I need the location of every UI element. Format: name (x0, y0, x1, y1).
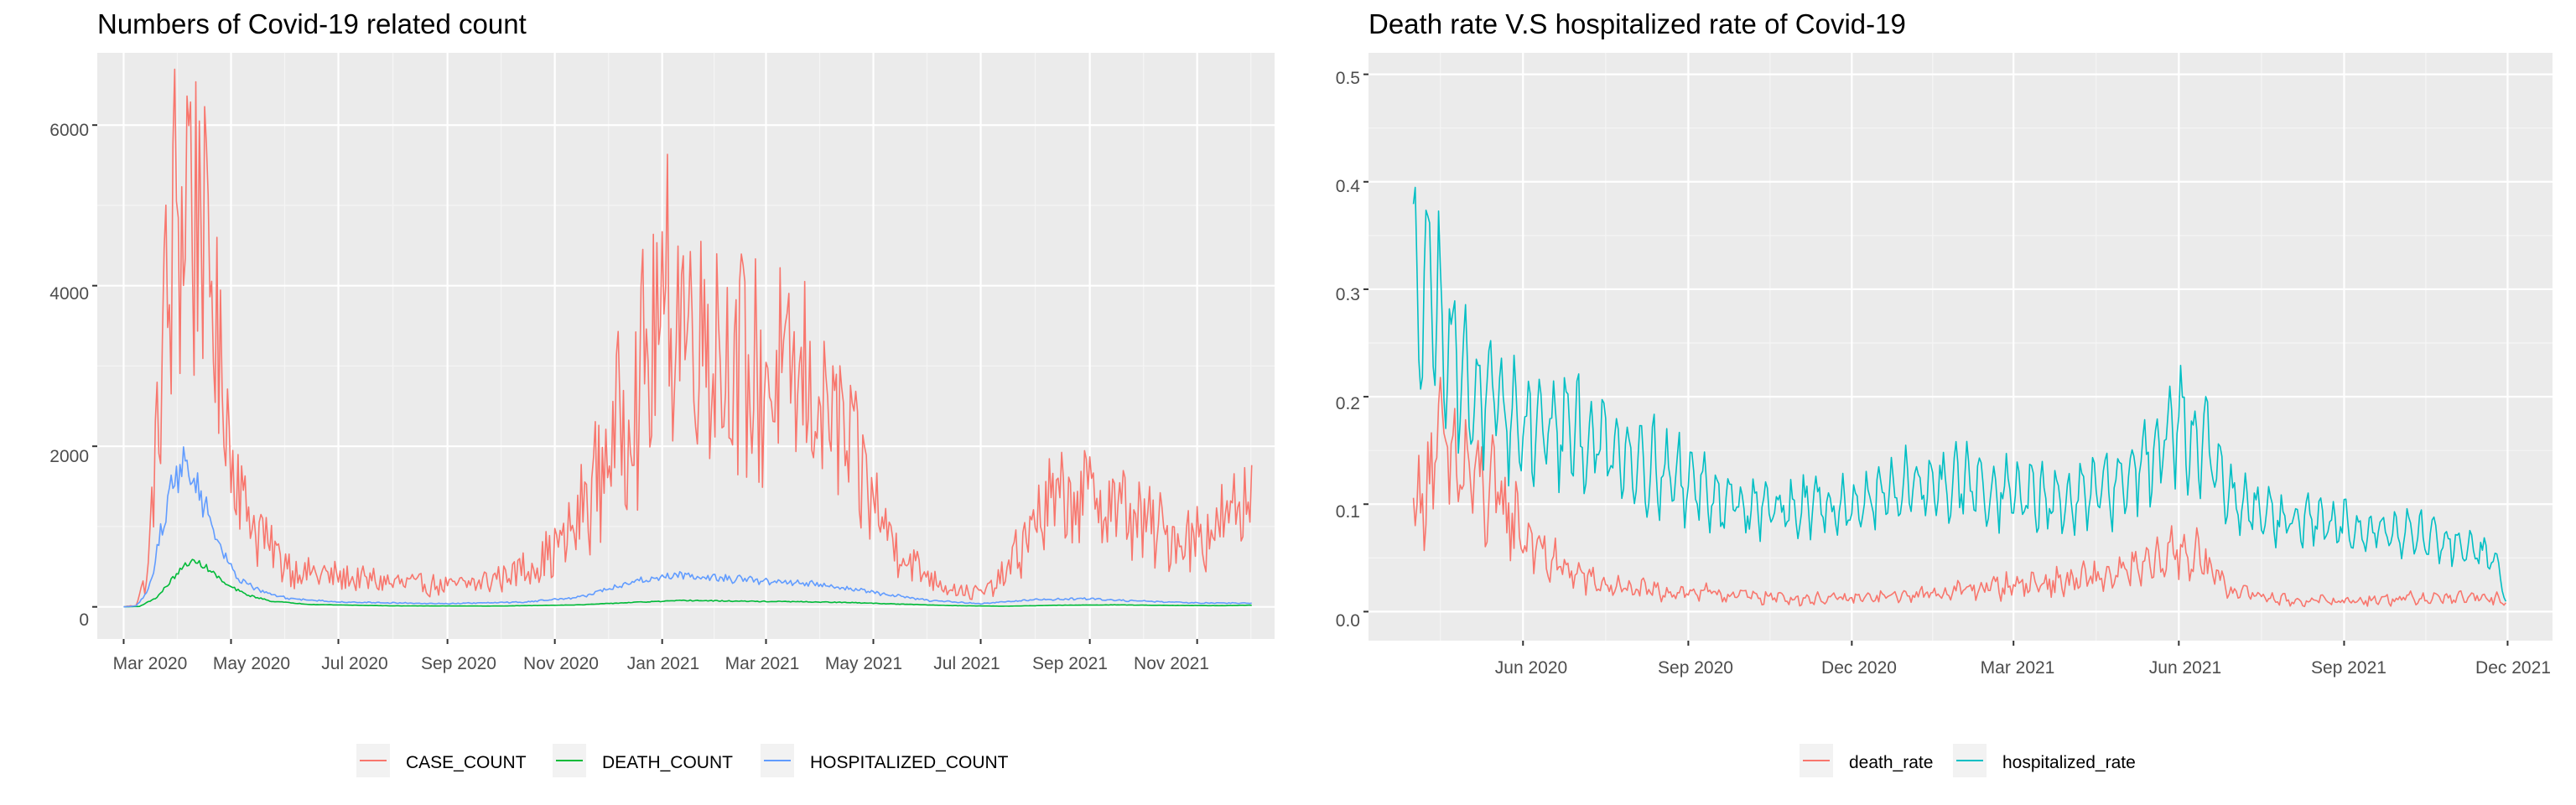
chart1-ytick-label-3: 6000 (49, 121, 89, 140)
chart1-series-hospitalized-count-line (123, 446, 1252, 608)
chart1-title: Numbers of Covid-19 related count (97, 8, 527, 39)
chart1-xtick-label-2: Jul 2020 (321, 654, 387, 673)
chart1-xtick-label-3: Sep 2020 (421, 654, 496, 673)
chart2-ytick-label-2: 0.2 (1336, 394, 1360, 413)
chart1-plot (92, 53, 1275, 777)
chart2-ytick-label-5: 0.5 (1336, 69, 1360, 88)
chart2-xtick-label-2: Dec 2020 (1821, 658, 1897, 678)
chart1-series-death-count-line (123, 558, 1252, 608)
chart2-xtick-label-6: Dec 2021 (2475, 658, 2551, 678)
chart1-legend-label-1: DEATH_COUNT (602, 753, 733, 772)
chart2-legend-label-0: death_rate (1849, 753, 1933, 772)
chart2-ytick-label-3: 0.3 (1336, 285, 1360, 304)
chart2-series-hospitalized-rate-line (1412, 186, 2507, 602)
chart1-xtick-label-8: Jul 2021 (933, 654, 1000, 673)
chart1-xtick-label-1: May 2020 (213, 654, 290, 673)
chart2-xtick-label-5: Sep 2021 (2311, 658, 2386, 678)
chart1-xtick-label-6: Mar 2021 (725, 654, 800, 673)
chart1-ytick-label-0: 0 (79, 610, 89, 630)
chart2-series-death-rate-line (1412, 377, 2506, 608)
chart2-panel-background (1368, 53, 2553, 641)
chart2-xtick-label-3: Mar 2021 (1981, 658, 2055, 678)
chart1-series-case-count-line (123, 68, 1253, 608)
chart2-legend-label-1: hospitalized_rate (2002, 753, 2136, 772)
chart2-xtick-label-0: Jun 2020 (1495, 658, 1567, 678)
chart1-xtick-label-7: May 2021 (825, 654, 902, 673)
chart1-xtick-label-5: Jan 2021 (627, 654, 699, 673)
chart2-ytick-label-1: 0.1 (1336, 502, 1360, 522)
chart2-xtick-label-4: Jun 2021 (2149, 658, 2221, 678)
chart1-xtick-label-10: Nov 2021 (1134, 654, 1209, 673)
chart1-xtick-label-4: Nov 2020 (523, 654, 599, 673)
chart2-xtick-label-1: Sep 2020 (1658, 658, 1733, 678)
chart1-ytick-label-1: 2000 (49, 447, 89, 466)
chart2-plot (1363, 53, 2553, 777)
chart1-xtick-label-0: Mar 2020 (113, 654, 188, 673)
chart2-ytick-label-0: 0.0 (1336, 611, 1360, 631)
chart1-ytick-label-2: 4000 (49, 284, 89, 304)
chart1-xtick-label-9: Sep 2021 (1032, 654, 1108, 673)
chart1-legend-label-0: CASE_COUNT (406, 753, 527, 772)
chart1-legend-label-2: HOSPITALIZED_COUNT (810, 753, 1009, 772)
chart2-title: Death rate V.S hospitalized rate of Covi… (1368, 8, 1906, 39)
chart2-ytick-label-4: 0.4 (1336, 177, 1361, 196)
